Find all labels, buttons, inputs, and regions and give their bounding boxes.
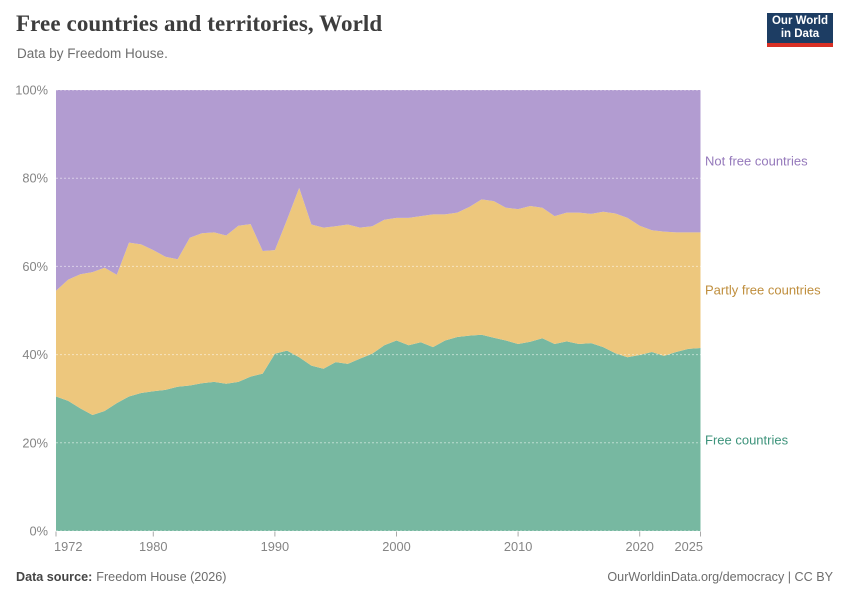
x-axis-label: 2020 (625, 539, 653, 554)
x-axis-label: 1990 (261, 539, 289, 554)
legend-free-countries[interactable]: Free countries (705, 431, 789, 447)
logo-line-1: Our World (771, 14, 828, 27)
page-title: Free countries and territories, World (16, 11, 383, 36)
chart-subtitle: Data by Freedom House. (17, 46, 168, 61)
y-axis-label: 20% (22, 435, 48, 450)
data-source-note: Data source: Freedom House (2026) (16, 570, 227, 584)
x-axis-label: 1972 (54, 539, 82, 554)
data-source-label: Data source: (16, 570, 93, 584)
legend-partly-free-countries[interactable]: Partly free countries (705, 282, 821, 298)
x-axis-label: 1980 (139, 539, 167, 554)
footer-credit-link[interactable]: OurWorldinData.org/democracy | CC BY (607, 570, 833, 584)
y-axis-label: 40% (22, 347, 48, 362)
y-axis-label: 80% (22, 171, 48, 186)
area-free-countries[interactable] (56, 334, 701, 531)
y-axis-label: 100% (15, 83, 48, 98)
owid-logo[interactable]: Our World in Data (767, 13, 833, 47)
area-not-free-countries[interactable] (56, 90, 701, 291)
x-axis-label: 2000 (382, 539, 410, 554)
area-partly-free-countries[interactable] (56, 187, 701, 415)
x-axis-label: 2025 (675, 539, 703, 554)
logo-line-2: in Data (780, 28, 820, 40)
y-axis-label: 60% (22, 259, 48, 274)
y-axis-label: 0% (30, 524, 49, 539)
data-source-value: Freedom House (2026) (96, 570, 227, 584)
legend-not-free-countries[interactable]: Not free countries (705, 153, 808, 169)
x-axis-label: 2010 (504, 539, 532, 554)
